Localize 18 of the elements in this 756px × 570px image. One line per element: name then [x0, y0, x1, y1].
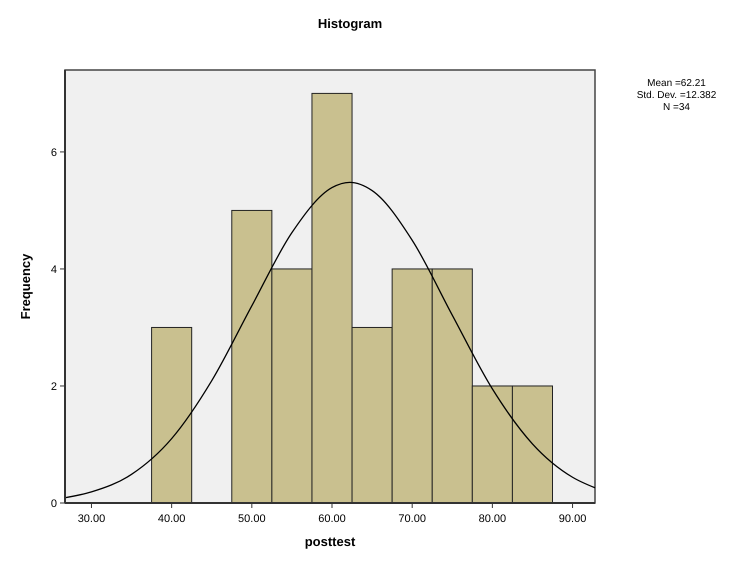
- x-tick-label: 30.00: [78, 513, 106, 525]
- x-tick-label: 80.00: [478, 513, 506, 525]
- x-axis-title: posttest: [304, 534, 356, 549]
- y-tick-label: 4: [50, 264, 57, 276]
- x-tick-label: 90.00: [558, 513, 586, 525]
- chart-title: Histogram: [318, 16, 382, 31]
- x-tick-label: 70.00: [398, 513, 426, 525]
- text: N =34: [663, 102, 690, 113]
- x-tick-label: 50.00: [238, 513, 266, 525]
- y-axis-title: Frequency: [18, 252, 33, 320]
- text: Mean =62.21: [647, 78, 706, 89]
- text: Std. Dev. =12.382: [636, 90, 717, 101]
- y-tick-label: 2: [50, 380, 57, 393]
- y-tick-label: 6: [50, 146, 57, 159]
- x-tick-label: 40.00: [158, 513, 186, 525]
- line-series: [64, 182, 596, 498]
- x-tick-label: 60.00: [318, 513, 346, 525]
- y-tick-label: 0: [50, 498, 57, 510]
